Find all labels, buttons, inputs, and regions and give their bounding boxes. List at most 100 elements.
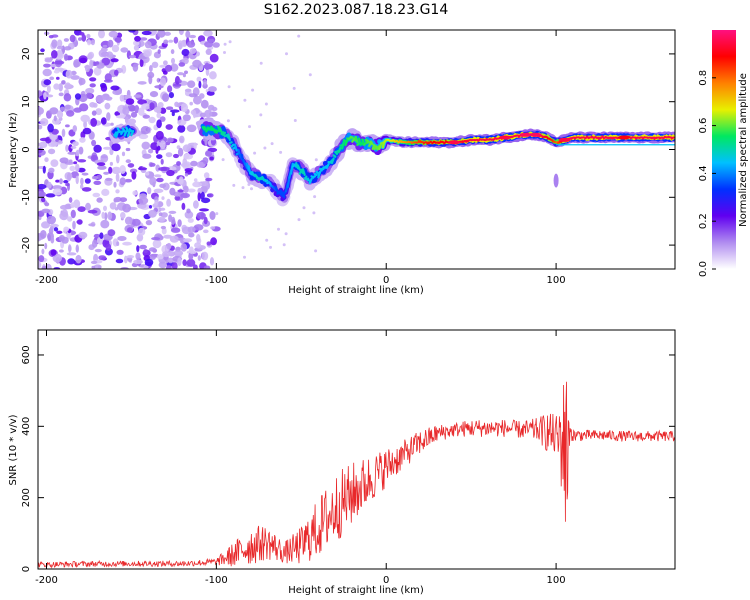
spectrogram-ridge-segment xyxy=(264,179,269,183)
spectrogram-noise-blob xyxy=(104,73,112,82)
spectrogram-noise-blob xyxy=(285,52,288,56)
spectrogram-noise-blob xyxy=(55,179,60,183)
spectrogram-noise-blob xyxy=(196,212,206,220)
spectrogram-noise-blob xyxy=(202,157,209,165)
spectrogram-ridge-segment xyxy=(121,127,126,133)
spectrogram-ridge-segment xyxy=(286,176,291,189)
spectrogram-noise-blob xyxy=(119,177,126,186)
spectrogram-ridge-segment xyxy=(437,141,442,145)
spectrogram-noise-blob xyxy=(107,211,113,220)
spectrogram-noise-blob xyxy=(124,216,133,225)
spectrogram-ridge-segment xyxy=(247,164,252,175)
spectrogram-noise-blob xyxy=(209,211,216,220)
spectrogram-ridge-segment xyxy=(366,139,371,144)
spectrogram-noise-blob xyxy=(282,243,286,247)
spectrogram-noise-blob xyxy=(89,77,97,82)
spectrogram-noise-blob xyxy=(227,85,231,89)
spectrogram-noise-blob xyxy=(49,76,55,81)
spectrogram-noise-blob xyxy=(123,255,128,264)
spectrogram-noise-blob xyxy=(208,86,217,93)
spectrogram-noise-blob xyxy=(127,163,135,168)
spectrogram-noise-blob xyxy=(90,260,98,265)
spectrogram-noise-blob xyxy=(70,202,76,209)
spectrogram-noise-blob xyxy=(177,147,184,157)
spectrogram-noise-blob xyxy=(211,106,218,112)
spectrogram-noise-blob xyxy=(157,30,166,38)
spectrogram-noise-blob xyxy=(94,248,102,253)
spectrogram-noise-blob xyxy=(145,220,153,226)
spectrogram-noise-blob xyxy=(205,48,212,56)
spectrogram-noise-blob xyxy=(100,117,107,125)
spectrogram-noise-blob xyxy=(108,166,113,174)
spectrogram-noise-blob xyxy=(99,232,104,239)
spectrogram-noise-layer xyxy=(38,30,318,269)
spectrogram-noise-blob xyxy=(144,41,152,49)
spectrogram-ridge-segment xyxy=(590,135,595,139)
spectrogram-noise-blob xyxy=(199,191,205,200)
spectrogram-ridge-segment xyxy=(652,136,656,140)
spectrogram-noise-blob xyxy=(159,64,167,68)
spectrogram-ridge-segment xyxy=(356,142,361,147)
spectrogram-ridge-segment xyxy=(293,163,298,168)
spectrogram-noise-blob xyxy=(178,30,184,36)
spectrogram-noise-blob xyxy=(44,202,50,207)
spectrogram-noise-blob xyxy=(56,230,63,234)
spectrogram-ridge-segment xyxy=(337,146,342,154)
snr-y-tick-label: 200 xyxy=(21,488,32,507)
spectrogram-noise-blob xyxy=(75,149,80,157)
spectrogram-noise-blob xyxy=(196,76,202,83)
spectrogram-noise-blob xyxy=(119,197,128,203)
spectrogram-ridge-segment xyxy=(216,125,221,133)
spectrogram-noise-blob xyxy=(50,236,55,244)
spectrogram-x-tick-label: -200 xyxy=(35,275,58,286)
spectrogram-noise-blob xyxy=(184,173,189,177)
spectrogram-noise-blob xyxy=(93,264,102,269)
spectrogram-noise-blob xyxy=(95,61,100,65)
spectrogram-noise-blob xyxy=(76,219,83,225)
spectrogram-noise-blob xyxy=(279,150,283,154)
spectrogram-noise-blob xyxy=(139,37,148,41)
spectrogram-noise-blob xyxy=(166,137,174,143)
spectrogram-noise-blob xyxy=(149,65,153,72)
spectrogram-noise-blob xyxy=(241,186,245,190)
spectrogram-noise-blob xyxy=(159,116,166,122)
spectrogram-noise-blob xyxy=(75,254,82,264)
spectrogram-noise-blob xyxy=(209,53,219,63)
spectrogram-ridge-segment xyxy=(213,129,218,133)
spectrogram-noise-blob xyxy=(53,83,60,90)
spectrogram-noise-blob xyxy=(198,80,202,89)
spectrogram-noise-blob xyxy=(157,145,161,151)
spectrogram-noise-blob xyxy=(141,141,151,150)
spectrogram-noise-blob xyxy=(200,99,209,109)
spectrogram-noise-blob xyxy=(167,257,174,264)
spectrogram-noise-blob xyxy=(53,69,60,74)
snr-y-ticks: 0 200 400 600 xyxy=(21,345,675,572)
spectrogram-noise-blob xyxy=(193,95,202,105)
spectrogram-noise-blob xyxy=(277,227,280,231)
spectrogram-noise-blob xyxy=(41,221,50,229)
spectrogram-noise-blob xyxy=(46,85,51,93)
snr-x-ticks: -200 -100 0 100 xyxy=(35,330,566,586)
spectrogram-noise-blob xyxy=(67,258,76,265)
spectrogram-noise-blob xyxy=(297,218,301,222)
spectrogram-noise-blob xyxy=(177,119,187,126)
spectrogram-noise-blob xyxy=(114,111,120,117)
spectrogram-hotspot xyxy=(529,132,542,137)
spectrogram-noise-blob xyxy=(248,125,251,129)
colorbar-ticks: 0.0 0.2 0.4 0.6 0.8 xyxy=(698,70,716,277)
spectrogram-noise-blob xyxy=(177,40,184,49)
spectrogram-noise-blob xyxy=(56,49,63,58)
spectrogram-noise-blob xyxy=(187,218,194,223)
spectrogram-noise-blob xyxy=(182,157,188,167)
spectrogram-ridge-segment xyxy=(215,129,220,134)
spectrogram-noise-blob xyxy=(88,223,96,227)
spectrogram-noise-blob xyxy=(188,252,194,260)
spectrogram-noise-blob xyxy=(101,188,110,196)
spectrogram-noise-blob xyxy=(162,70,168,75)
spectrogram-noise-blob xyxy=(114,37,122,43)
spectrogram-noise-blob xyxy=(178,62,186,67)
spectrogram-noise-blob xyxy=(44,157,49,163)
spectrogram-noise-blob xyxy=(149,256,156,260)
spectrogram-ridge-segment xyxy=(222,131,227,137)
spectrogram-noise-blob xyxy=(139,58,144,68)
